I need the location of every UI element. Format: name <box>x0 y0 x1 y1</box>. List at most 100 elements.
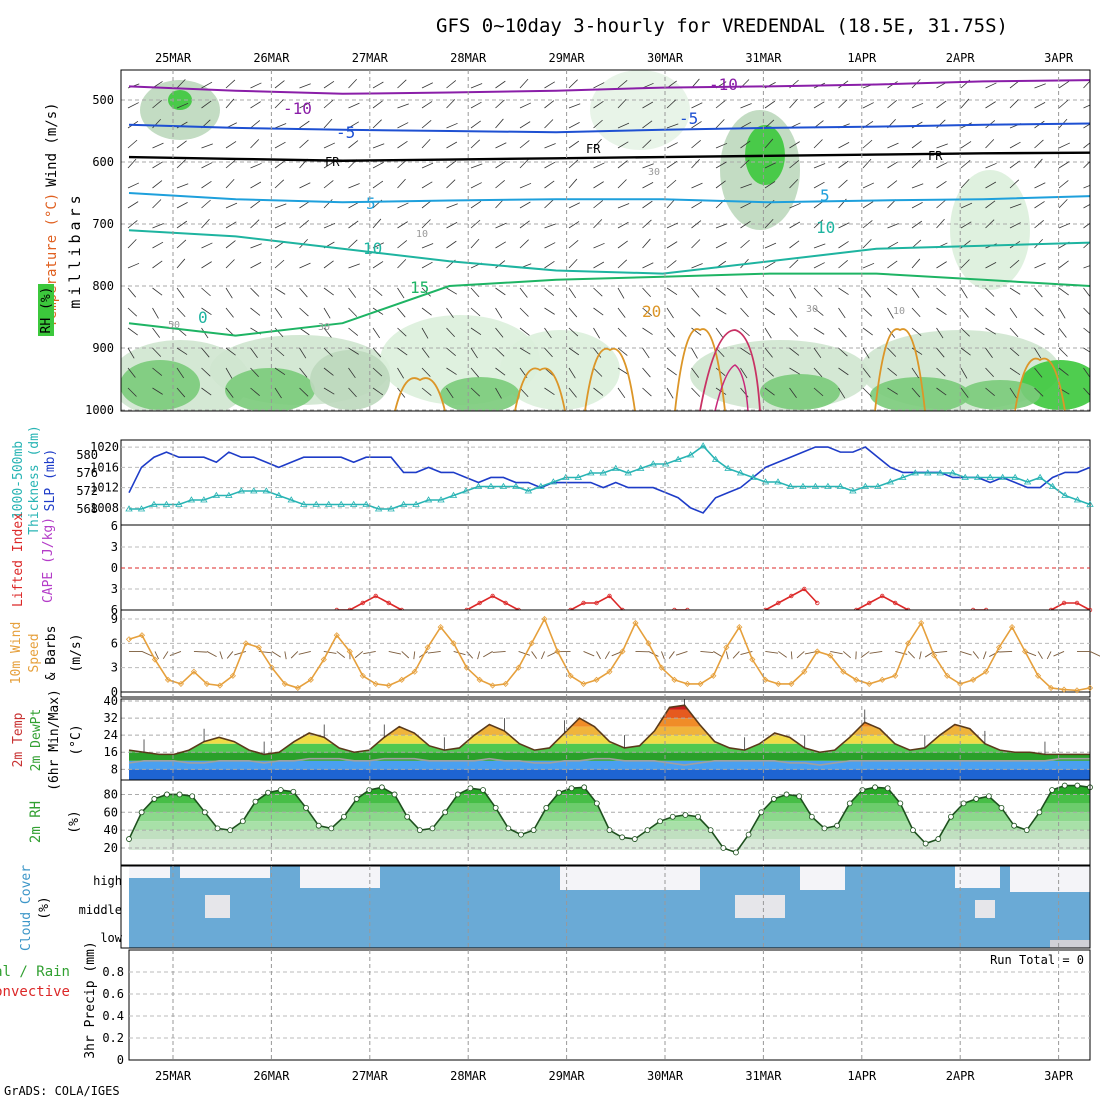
wind-barb <box>299 367 308 378</box>
wind-barb <box>838 287 849 295</box>
wind-barb <box>519 140 530 149</box>
wind-barb <box>642 200 653 209</box>
wind10m-marker <box>671 676 678 683</box>
rh2m-marker <box>277 787 284 793</box>
wind-barb <box>911 159 921 169</box>
wind-barb <box>1058 199 1068 209</box>
temp2m-panel <box>120 698 1091 781</box>
wind-barb <box>1058 142 1071 149</box>
wind10m-marker <box>1060 686 1068 693</box>
thickness-marker <box>724 464 732 471</box>
wind-barb <box>201 327 209 339</box>
wind-barb <box>642 367 651 378</box>
wind-barb <box>1083 142 1090 149</box>
wind-barb <box>789 221 801 229</box>
wind-barb <box>176 239 187 249</box>
wind10m-marker <box>827 652 834 659</box>
wind-barb <box>470 200 482 209</box>
thickness-marker <box>362 500 370 507</box>
wind-barb <box>617 179 627 189</box>
wind-barb <box>1058 80 1070 89</box>
wind-barb <box>348 183 360 189</box>
wind-barb <box>1009 99 1019 109</box>
wind-barb <box>1083 80 1090 89</box>
wind-barb <box>495 80 506 89</box>
wind-barb <box>201 307 212 316</box>
wind10m-marker <box>502 680 509 687</box>
wind-barb <box>250 82 262 89</box>
wind-barb <box>887 180 898 189</box>
wind10m-marker <box>190 668 197 675</box>
wind-barb <box>127 182 140 189</box>
wind-barb <box>274 307 283 319</box>
wind-barb <box>666 287 678 296</box>
wind-barb <box>397 367 405 379</box>
wind-barb <box>936 143 948 149</box>
wind-barb <box>152 347 162 357</box>
wind-barb <box>323 307 331 319</box>
wind-barb <box>691 139 701 149</box>
rh2m-marker <box>720 845 727 851</box>
thickness-marker <box>1048 482 1057 489</box>
wind-barb <box>960 159 971 169</box>
wind-barb <box>642 238 651 249</box>
wind-barb <box>887 260 898 269</box>
wind-barb <box>740 159 750 169</box>
wind10m-barb <box>1037 651 1043 660</box>
wind-barb <box>936 347 945 358</box>
lifted-index-marker <box>1074 600 1080 606</box>
wind-barb <box>225 221 237 229</box>
wind-barb <box>936 119 946 129</box>
thickness-slp-panel <box>120 439 1094 526</box>
wind-barb <box>274 141 286 149</box>
wind-barb <box>225 178 235 189</box>
wind10m-marker <box>333 632 340 639</box>
wind-barb <box>1034 139 1044 149</box>
wind-barb <box>887 161 898 169</box>
wind-barb <box>1009 222 1021 229</box>
wind-barb <box>1058 222 1071 229</box>
wind-barb <box>544 242 556 249</box>
wind-barb <box>936 218 945 229</box>
rh2m-marker <box>631 836 638 842</box>
wind-barb <box>470 219 481 229</box>
rh2m-marker <box>1049 787 1055 793</box>
date-label-top: 25MAR <box>155 51 192 65</box>
wind-barb <box>446 80 457 89</box>
wind-barb <box>764 347 773 358</box>
wind-barb <box>1058 367 1069 376</box>
wind-barb <box>495 260 506 269</box>
contour-label: 50 <box>168 320 180 331</box>
wind-barb <box>201 199 211 209</box>
wind-barb <box>764 287 775 297</box>
rh2m-marker <box>707 827 714 834</box>
wind10m-barb <box>982 651 987 660</box>
wind-barb <box>201 162 213 169</box>
wind-barb <box>862 102 874 109</box>
wind-barb <box>568 307 578 318</box>
lifted-index-marker <box>503 600 508 606</box>
wind-barb <box>495 241 506 249</box>
rh2m-marker <box>126 836 132 842</box>
thickness-marker <box>262 487 270 494</box>
wind10m-barb <box>583 651 595 657</box>
contour-label: 10 <box>893 306 905 317</box>
rh2m-marker <box>1011 822 1018 829</box>
wind-barb <box>740 140 751 149</box>
wind-barb <box>691 239 701 249</box>
wind-barb <box>593 367 603 377</box>
wind-barb <box>911 307 921 318</box>
cloud-block-high <box>800 866 845 890</box>
wind10m-marker <box>320 656 327 663</box>
contour-label: FR <box>325 155 340 169</box>
rh2m-marker <box>846 800 853 807</box>
wind10m-barb <box>226 651 234 659</box>
wind10m-barb <box>895 651 908 655</box>
wind-barb <box>568 287 577 299</box>
cloud-block-high <box>180 866 270 878</box>
wind-barb <box>617 203 630 209</box>
wind10m-barb <box>713 651 723 658</box>
wind-barb <box>299 347 307 359</box>
wind-barb <box>372 218 382 229</box>
